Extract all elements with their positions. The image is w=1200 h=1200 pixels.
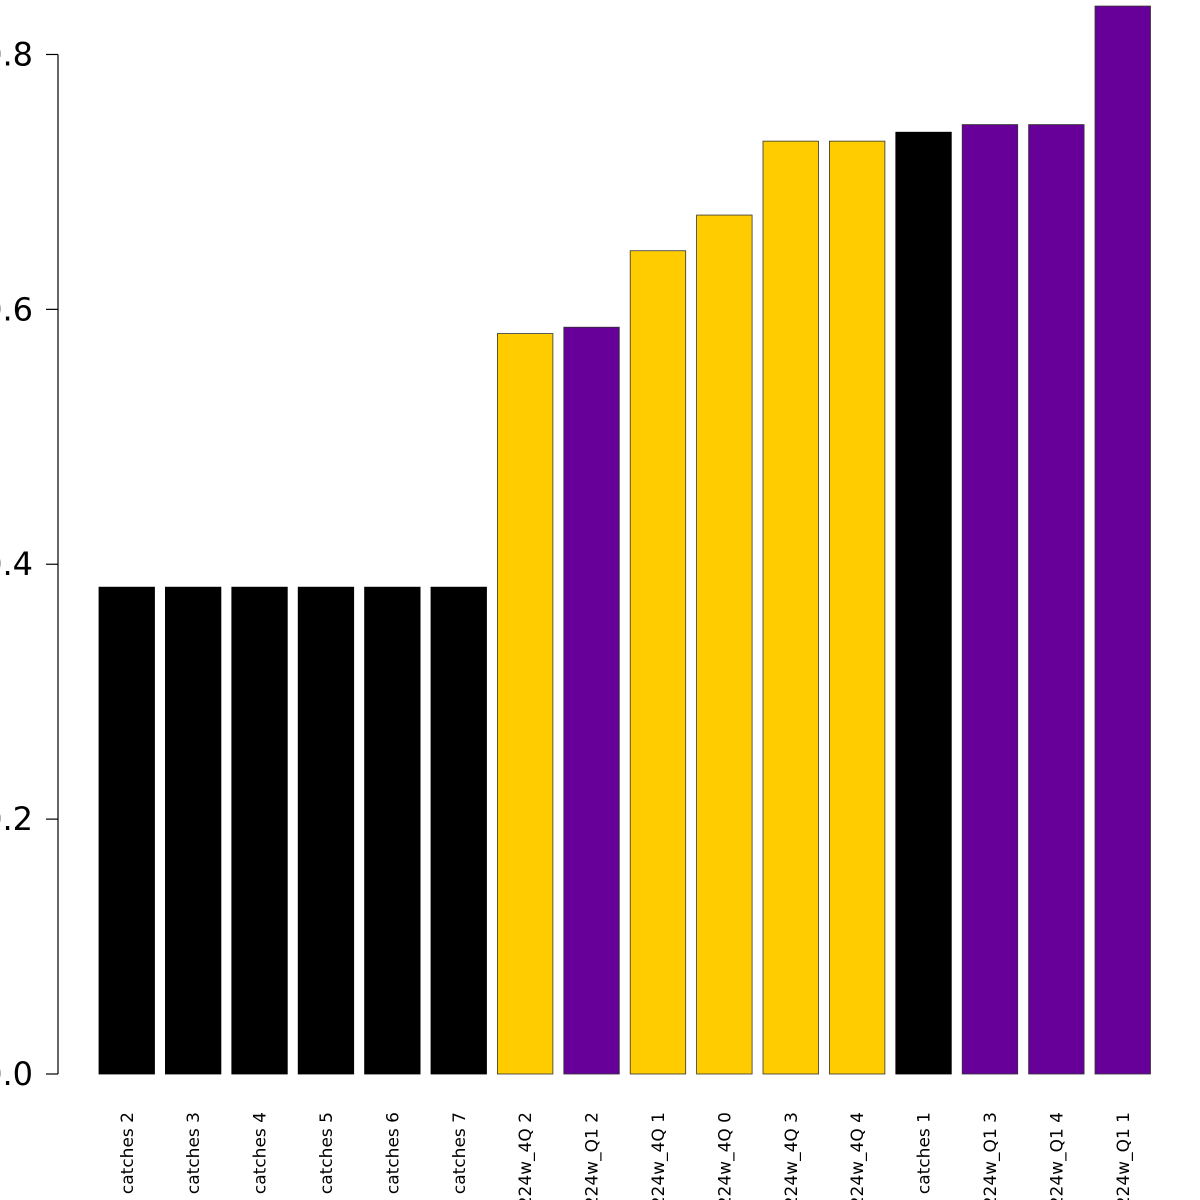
x-tick-label: catches 7: [450, 1112, 470, 1194]
bar: [829, 140, 886, 1075]
y-axis: 0.0 0.2 0.4 0.6 0.8: [0, 35, 59, 1093]
x-tick-label: 224w_Q1 2: [583, 1112, 603, 1200]
x-tick-label: catches 3: [184, 1112, 204, 1194]
x-tick-label: 224w_4Q 2: [516, 1112, 536, 1200]
bar: [231, 586, 288, 1075]
x-tick-label: 224w_Q1 3: [981, 1112, 1001, 1200]
bar: [297, 586, 355, 1075]
bar: [563, 326, 620, 1075]
bar: [1094, 5, 1151, 1075]
x-tick-label: 224w_4Q 1: [649, 1112, 669, 1200]
y-tick-label: 0.2: [0, 800, 33, 838]
y-tick-label: 0.6: [0, 290, 33, 328]
bar: [98, 586, 155, 1075]
bar: [364, 586, 421, 1075]
x-tick-label: 224w_Q1 1: [1114, 1112, 1134, 1200]
bars-group: [98, 5, 1151, 1075]
x-tick-label: catches 6: [383, 1112, 403, 1194]
bar: [430, 586, 487, 1075]
bar: [895, 131, 952, 1075]
bar: [164, 586, 222, 1075]
bar: [496, 333, 554, 1075]
x-tick-label: catches 2: [118, 1112, 138, 1194]
bar: [1028, 124, 1085, 1075]
bar: [961, 124, 1019, 1075]
y-tick-label: 0.8: [0, 35, 33, 73]
y-tick-label: 0.0: [0, 1055, 33, 1093]
x-tick-label: 224w_4Q 3: [782, 1112, 802, 1200]
x-tick-label: 224w_Q1 4: [1047, 1112, 1067, 1200]
x-tick-label: catches 1: [915, 1112, 935, 1194]
bar: [762, 140, 819, 1075]
x-axis-labels: catches 2 catches 3 catches 4 catches 5 catc…: [118, 1112, 1134, 1200]
x-tick-label: 224w_4Q 0: [715, 1112, 735, 1200]
bar: [629, 250, 687, 1075]
x-tick-label: 224w_4Q 4: [848, 1112, 868, 1200]
x-tick-label: catches 4: [251, 1112, 271, 1194]
y-tick-label: 0.4: [0, 545, 33, 583]
bar: [696, 214, 753, 1075]
x-tick-label: catches 5: [317, 1112, 337, 1194]
